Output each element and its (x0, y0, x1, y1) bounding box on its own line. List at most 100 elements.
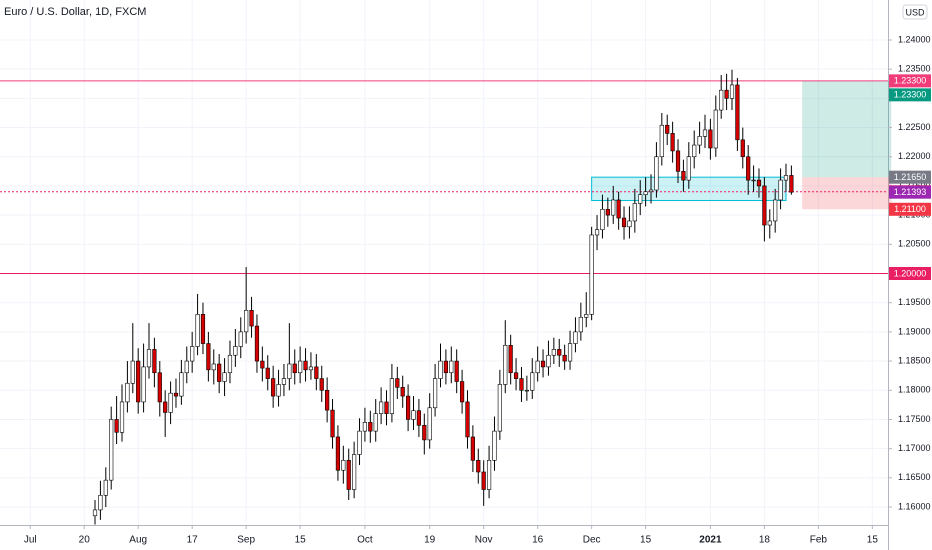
candle-body (157, 372, 162, 403)
price-tag (889, 74, 931, 88)
candle-body (330, 409, 335, 438)
candle-body (357, 430, 362, 455)
candle-body (217, 363, 222, 382)
candle-body (594, 229, 600, 236)
candle-body (643, 191, 648, 195)
candle-body (200, 314, 206, 344)
candle-body (449, 360, 454, 374)
candle-body (746, 156, 751, 181)
candle-body (735, 84, 740, 141)
candle-body (659, 124, 664, 158)
x-tick-label: 15 (640, 535, 652, 546)
candle-body (486, 460, 492, 490)
x-tick-label: Sep (237, 535, 255, 546)
candle-body (114, 419, 119, 433)
y-tick-label: 1.16000 (898, 501, 931, 511)
candle-body (244, 309, 249, 333)
candle-body (470, 436, 475, 461)
candle-body (400, 387, 405, 397)
candle-body (271, 378, 276, 397)
price-tag (889, 185, 931, 199)
candle-body (648, 189, 654, 193)
candle-body (92, 509, 98, 517)
candle-body (692, 144, 697, 158)
candle-body (184, 360, 189, 374)
candle-body (190, 346, 195, 362)
candle-body (751, 179, 756, 182)
candle-body (508, 345, 513, 374)
candle-body (130, 360, 135, 384)
candle-body (276, 384, 281, 397)
y-tick-label: 1.23500 (898, 64, 931, 74)
price-tag-label: 1.21650 (894, 172, 927, 182)
candle-body (260, 360, 265, 369)
price-tag (889, 267, 931, 281)
candle-body (179, 372, 184, 397)
y-tick-label: 1.16500 (898, 472, 931, 482)
candle-body (584, 314, 589, 318)
candle-body (168, 392, 173, 413)
x-tick-label: 16 (532, 535, 544, 546)
x-tick-label: 15 (867, 535, 879, 546)
candle-body (767, 220, 772, 226)
y-tick-label: 1.22500 (898, 122, 931, 132)
candle-body (503, 345, 508, 385)
candle-body (524, 389, 529, 392)
stop-area (802, 177, 892, 210)
currency-box[interactable] (902, 4, 928, 20)
candle-body (281, 378, 287, 385)
candle-body (675, 150, 681, 172)
candle-body (513, 372, 519, 379)
chart-title: Euro / U.S. Dollar, 1D, FXCM (4, 6, 146, 18)
candle-body (665, 124, 670, 134)
candle-body (519, 378, 524, 391)
candle-body (567, 343, 573, 362)
x-tick-label: 19 (424, 535, 436, 546)
price-tag-label: 1.23300 (894, 90, 927, 100)
candle-body (314, 366, 319, 379)
y-tick-label: 1.17500 (898, 414, 931, 424)
candle-body (438, 360, 443, 379)
candle-body (632, 203, 637, 222)
candle-body (325, 389, 330, 411)
candle-body (697, 136, 702, 146)
candle-body (287, 363, 292, 379)
candle-body (481, 471, 486, 490)
candle-body (195, 314, 200, 347)
candle-body (492, 430, 497, 461)
candle-body (551, 349, 556, 356)
candle-body (427, 407, 432, 441)
candle-body (605, 208, 610, 216)
candle-body (233, 346, 238, 356)
candle-body (395, 378, 400, 388)
candle-body (616, 199, 621, 219)
candle-body (384, 401, 389, 414)
x-tick-label: Oct (357, 535, 373, 546)
candle-body (454, 360, 459, 382)
candle-body (670, 133, 675, 152)
y-tick-label: 1.17000 (898, 443, 931, 453)
candle-body (308, 366, 314, 371)
candle-body (729, 84, 735, 99)
candle-body (298, 360, 303, 374)
target-area (802, 80, 892, 178)
candle-body (762, 185, 767, 226)
price-tag (889, 170, 931, 184)
price-tag-label: 1.20000 (894, 268, 927, 278)
candle-body (141, 366, 146, 403)
candle-body (422, 424, 427, 441)
candle-body (379, 401, 384, 414)
x-tick-label: Jul (24, 535, 37, 546)
x-tick-label: Nov (475, 535, 493, 546)
x-tick-label: 18 (759, 535, 771, 546)
y-tick-label: 1.20500 (898, 239, 931, 249)
y-tick-label: 1.24000 (898, 34, 931, 44)
candle-body (222, 372, 227, 382)
x-tick-label: Aug (129, 535, 147, 546)
candle-body (136, 360, 141, 403)
price-tag (889, 202, 931, 216)
candle-body (708, 129, 713, 149)
candle-body (789, 175, 794, 193)
candle-body (98, 495, 103, 511)
